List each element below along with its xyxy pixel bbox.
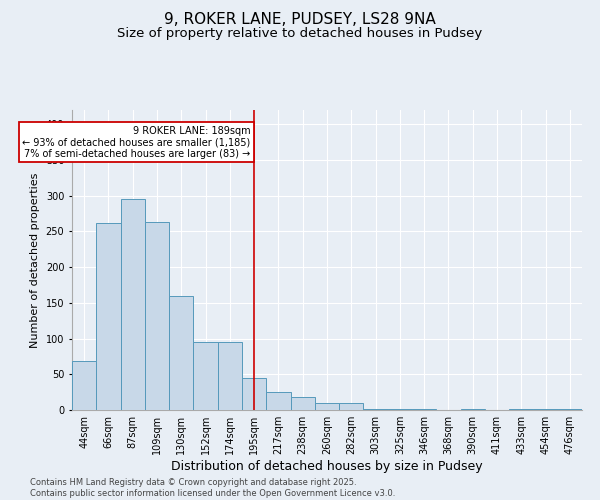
X-axis label: Distribution of detached houses by size in Pudsey: Distribution of detached houses by size … [171,460,483,473]
Bar [388,408,412,410]
Text: Contains HM Land Registry data © Crown copyright and database right 2025.
Contai: Contains HM Land Registry data © Crown c… [30,478,395,498]
Bar [145,222,169,410]
Bar [242,378,266,410]
Bar [169,296,193,410]
Bar [315,403,339,410]
Bar [558,408,582,410]
Bar [193,342,218,410]
Bar [461,408,485,410]
Y-axis label: Number of detached properties: Number of detached properties [30,172,40,348]
Bar [266,392,290,410]
Bar [339,403,364,410]
Bar [121,200,145,410]
Bar [290,397,315,410]
Bar [412,408,436,410]
Text: 9 ROKER LANE: 189sqm
← 93% of detached houses are smaller (1,185)
7% of semi-det: 9 ROKER LANE: 189sqm ← 93% of detached h… [22,126,251,159]
Bar [364,408,388,410]
Bar [533,408,558,410]
Bar [72,362,96,410]
Text: Size of property relative to detached houses in Pudsey: Size of property relative to detached ho… [118,28,482,40]
Bar [218,342,242,410]
Text: 9, ROKER LANE, PUDSEY, LS28 9NA: 9, ROKER LANE, PUDSEY, LS28 9NA [164,12,436,28]
Bar [96,223,121,410]
Bar [509,408,533,410]
